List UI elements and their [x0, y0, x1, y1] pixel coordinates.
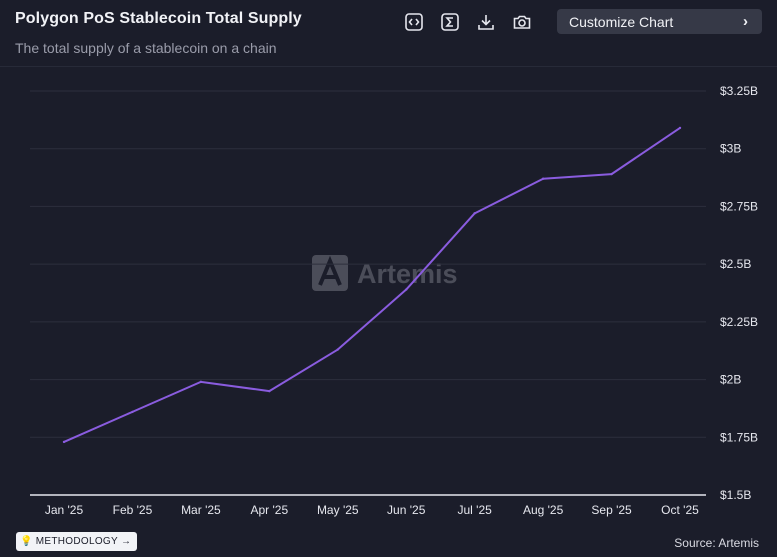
data-point — [678, 126, 682, 130]
chevron-right-icon: › — [743, 13, 748, 30]
y-tick-label: $3.25B — [720, 84, 758, 98]
y-tick-label: $2.5B — [720, 257, 751, 271]
artemis-watermark-text: Artemis — [357, 259, 458, 289]
data-point — [268, 389, 271, 393]
lightbulb-icon: 💡 — [20, 536, 33, 547]
y-tick-label: $2.75B — [720, 199, 758, 213]
y-tick-label: $1.5B — [720, 488, 751, 502]
header-divider — [0, 66, 777, 67]
methodology-button[interactable]: 💡 METHODOLOGY → — [16, 532, 138, 551]
x-tick-label: Mar '25 — [181, 503, 221, 517]
y-tick-label: $3B — [720, 142, 741, 156]
artemis-watermark: Artemis — [312, 255, 458, 291]
series-line — [63, 126, 681, 443]
x-tick-label: Jun '25 — [387, 503, 426, 517]
artemis-logo-mark — [318, 255, 342, 286]
y-tick-label: $2.25B — [720, 315, 758, 329]
y-tick-label: $1.75B — [720, 430, 758, 444]
data-point — [131, 410, 134, 414]
data-point — [473, 212, 476, 215]
x-tick-label: Jul '25 — [458, 503, 493, 517]
x-tick-label: Apr '25 — [251, 503, 289, 517]
x-tick-label: Oct '25 — [661, 503, 699, 517]
data-point — [62, 440, 66, 444]
y-tick-label: $2B — [720, 373, 741, 387]
data-point — [541, 177, 545, 180]
data-point — [610, 172, 613, 176]
chart-toolbar: Customize Chart › — [403, 9, 762, 34]
data-point — [199, 380, 203, 384]
data-point — [336, 348, 339, 351]
customize-chart-label: Customize Chart — [569, 13, 674, 30]
x-tick-label: Sep '25 — [591, 503, 632, 517]
sigma-icon[interactable] — [439, 11, 461, 33]
source-label: Source: Artemis — [674, 536, 759, 550]
data-point — [405, 288, 408, 291]
chart-subtitle: The total supply of a stablecoin on a ch… — [15, 40, 277, 56]
x-tick-label: Jan '25 — [45, 503, 84, 517]
x-tick-label: May '25 — [317, 503, 359, 517]
embed-code-icon[interactable] — [403, 11, 425, 33]
arrow-right-icon: → — [120, 536, 132, 547]
x-tick-label: Aug '25 — [523, 503, 564, 517]
methodology-label: METHODOLOGY — [35, 536, 118, 547]
download-icon[interactable] — [475, 11, 497, 33]
camera-icon[interactable] — [511, 11, 533, 33]
x-tick-label: Feb '25 — [113, 503, 153, 517]
chart-title: Polygon PoS Stablecoin Total Supply — [15, 10, 302, 27]
line-chart: Artemis $1.5B $1.75B $2B $2.25B $2.5B $2.75B $3… — [30, 84, 758, 517]
customize-chart-button[interactable]: Customize Chart › — [557, 9, 762, 34]
